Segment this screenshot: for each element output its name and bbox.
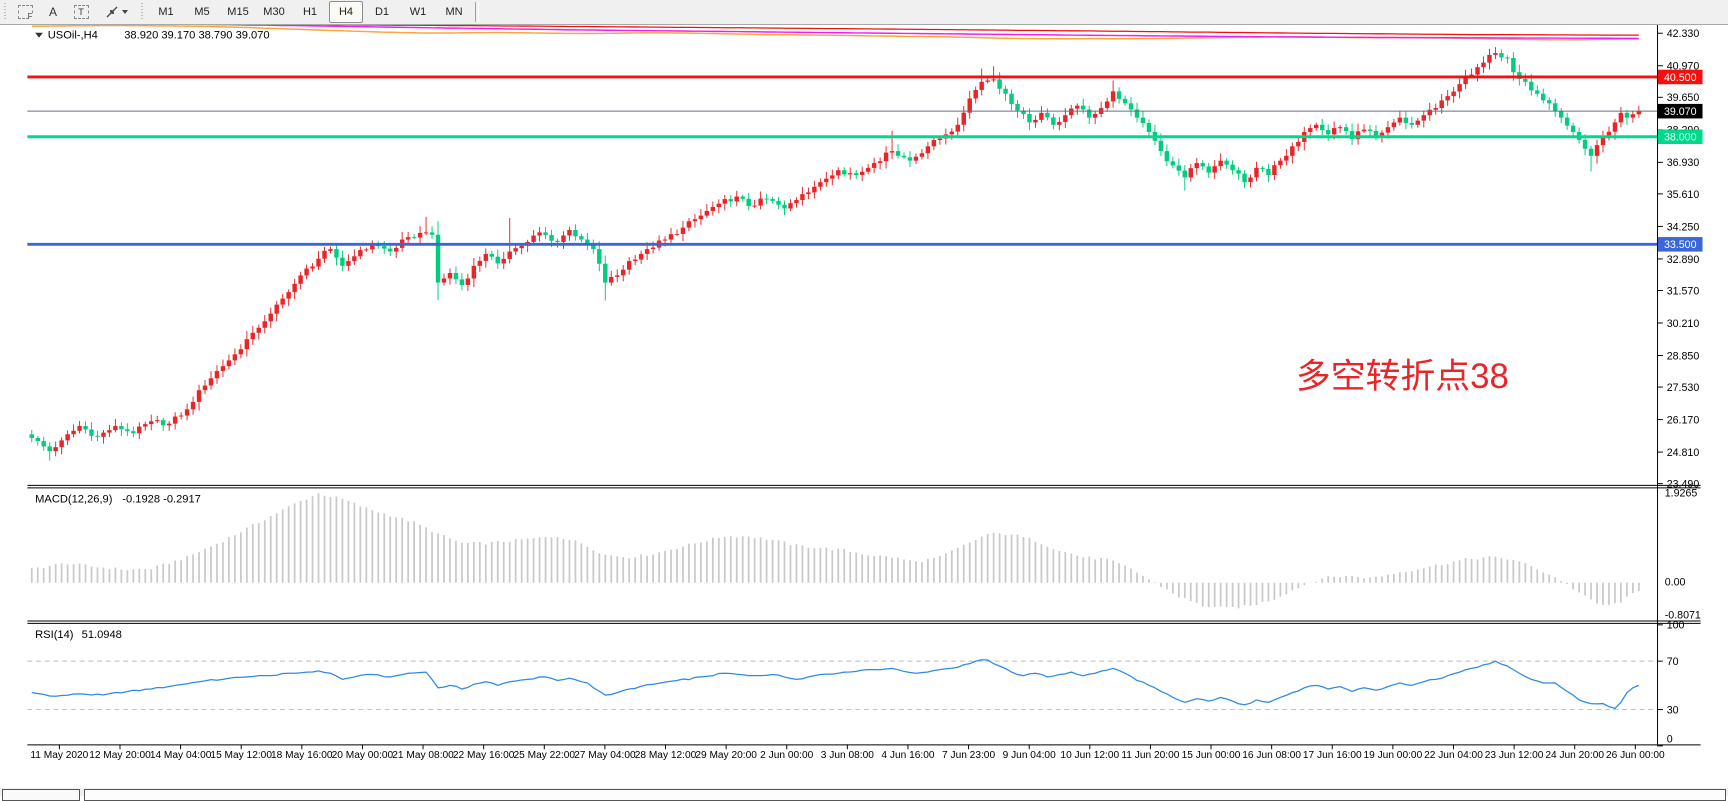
frame-icon: F	[17, 5, 33, 21]
rsi-value: 51.0948	[82, 629, 122, 641]
text-a-icon: A	[48, 5, 57, 19]
svg-text:11 May 2020: 11 May 2020	[30, 750, 88, 761]
svg-text:35.610: 35.610	[1667, 189, 1700, 201]
svg-text:22 May 16:00: 22 May 16:00	[453, 750, 515, 761]
svg-text:29 May 20:00: 29 May 20:00	[695, 750, 757, 761]
symbol-dropdown-icon[interactable]	[35, 32, 43, 38]
svg-text:15 May 12:00: 15 May 12:00	[210, 750, 272, 761]
svg-text:30: 30	[1667, 704, 1679, 716]
rsi-pane	[27, 659, 1658, 711]
macd-pane	[30, 0, 1640, 609]
macd-values: -0.1928 -0.2917	[122, 493, 201, 505]
toolbar-grip[interactable]	[3, 3, 8, 21]
frame-tool-button[interactable]: F	[12, 1, 38, 24]
svg-text:20 May 00:00: 20 May 00:00	[332, 750, 394, 761]
svg-text:42.330: 42.330	[1667, 28, 1700, 40]
svg-text:12 May 20:00: 12 May 20:00	[89, 750, 151, 761]
svg-text:-0.8071: -0.8071	[1665, 610, 1701, 622]
annotation-text[interactable]: 多空转折点38	[1296, 357, 1509, 396]
timeframe-button-M30[interactable]: M30	[263, 6, 285, 18]
svg-text:100: 100	[1667, 620, 1685, 632]
timeframe-button-M5[interactable]: M5	[194, 6, 210, 18]
svg-text:18 May 16:00: 18 May 16:00	[271, 750, 333, 761]
svg-text:19 Jun 00:00: 19 Jun 00:00	[1364, 750, 1423, 761]
svg-text:11 Jun 20:00: 11 Jun 20:00	[1121, 750, 1179, 761]
rsi-label: RSI(14)	[35, 629, 74, 641]
timeframe-button-W1[interactable]: W1	[409, 6, 427, 18]
svg-text:39.070: 39.070	[1664, 106, 1697, 118]
timeframe-button-MN[interactable]: MN	[445, 6, 463, 18]
svg-text:38.000: 38.000	[1664, 132, 1697, 144]
macd-label: MACD(12,26,9)	[35, 493, 113, 505]
svg-text:25 May 22:00: 25 May 22:00	[514, 750, 576, 761]
svg-text:28 May 12:00: 28 May 12:00	[635, 750, 697, 761]
timeframe-button-H1[interactable]: H1	[302, 6, 318, 18]
svg-text:31.570: 31.570	[1667, 285, 1700, 297]
horizontal-lines	[27, 75, 1658, 246]
chart-labels: USOil-,H4 38.920 39.170 38.790 39.070 MA…	[35, 30, 1509, 641]
svg-text:40.970: 40.970	[1667, 61, 1700, 73]
svg-text:3 Jun 08:00: 3 Jun 08:00	[821, 750, 874, 761]
bottom-strip	[0, 788, 1728, 801]
svg-text:23.490: 23.490	[1667, 479, 1700, 491]
svg-text:27 May 04:00: 27 May 04:00	[574, 750, 636, 761]
svg-text:39.650: 39.650	[1667, 92, 1700, 104]
svg-text:16 Jun 08:00: 16 Jun 08:00	[1242, 750, 1301, 761]
chart-symbol: USOil-,H4	[48, 30, 98, 42]
svg-text:26 Jun 00:00: 26 Jun 00:00	[1606, 750, 1665, 761]
candlestick-series	[29, 47, 1642, 461]
price-axis[interactable]: 42.33040.97039.65038.29036.93035.61034.2…	[1657, 28, 1703, 747]
svg-text:40.500: 40.500	[1664, 72, 1697, 84]
pane-borders	[27, 25, 1701, 764]
svg-text:36.930: 36.930	[1667, 157, 1700, 169]
svg-text:7 Jun 23:00: 7 Jun 23:00	[942, 750, 995, 761]
svg-text:22 Jun 04:00: 22 Jun 04:00	[1424, 750, 1483, 761]
svg-text:30.210: 30.210	[1667, 318, 1700, 330]
chart-ohlc: 38.920 39.170 38.790 39.070	[124, 30, 269, 42]
svg-text:4 Jun 16:00: 4 Jun 16:00	[881, 750, 934, 761]
svg-text:10 Jun 12:00: 10 Jun 12:00	[1060, 750, 1119, 761]
text-label-button[interactable]: T	[68, 1, 94, 24]
svg-text:0: 0	[1667, 733, 1673, 745]
timeframe-group: M1 M5 M15 M30 H1 H4 D1 W1 MN	[148, 1, 472, 23]
svg-text:32.890: 32.890	[1667, 254, 1700, 266]
text-annotation-button[interactable]: A	[40, 1, 66, 24]
svg-text:34.250: 34.250	[1667, 221, 1700, 233]
svg-text:24.810: 24.810	[1667, 447, 1700, 459]
text-t-icon: T	[73, 5, 89, 19]
svg-text:9 Jun 04:00: 9 Jun 04:00	[1003, 750, 1056, 761]
chevron-down-icon	[121, 10, 128, 14]
arrows-icon	[106, 6, 117, 18]
svg-text:27.530: 27.530	[1667, 382, 1700, 394]
timeframe-button-M15[interactable]: M15	[227, 6, 249, 18]
svg-text:2 Jun 00:00: 2 Jun 00:00	[760, 750, 813, 761]
svg-text:0.00: 0.00	[1665, 577, 1686, 589]
svg-text:28.850: 28.850	[1667, 350, 1700, 362]
bottom-chart-tab[interactable]	[2, 789, 80, 801]
toolbar-separator	[475, 2, 479, 22]
svg-text:15 Jun 00:00: 15 Jun 00:00	[1182, 750, 1241, 761]
moving-averages	[31, 22, 1639, 41]
svg-text:21 May 08:00: 21 May 08:00	[392, 750, 454, 761]
date-axis[interactable]: 11 May 2020 12 May 20:00 14 May 04:00 15 Ma…	[30, 744, 1665, 761]
svg-text:17 Jun 16:00: 17 Jun 16:00	[1303, 750, 1362, 761]
timeframe-button-H4[interactable]: H4	[329, 1, 363, 23]
svg-text:24 Jun 20:00: 24 Jun 20:00	[1545, 750, 1604, 761]
arrows-button[interactable]	[96, 1, 136, 24]
timeframe-button-D1[interactable]: D1	[374, 6, 390, 18]
toolbar-grip-2[interactable]	[140, 3, 145, 21]
bottom-panel[interactable]	[84, 789, 1726, 801]
toolbar: F A T M1 M5 M15 M30 H1 H4 D1 W1 MN	[0, 0, 1728, 25]
timeframe-button-M1[interactable]: M1	[158, 6, 174, 18]
svg-text:23 Jun 12:00: 23 Jun 12:00	[1485, 750, 1544, 761]
svg-text:26.170: 26.170	[1667, 414, 1700, 426]
svg-text:1.9265: 1.9265	[1665, 488, 1698, 500]
svg-text:33.500: 33.500	[1664, 239, 1697, 251]
svg-text:14 May 04:00: 14 May 04:00	[150, 750, 212, 761]
svg-text:70: 70	[1667, 656, 1679, 668]
